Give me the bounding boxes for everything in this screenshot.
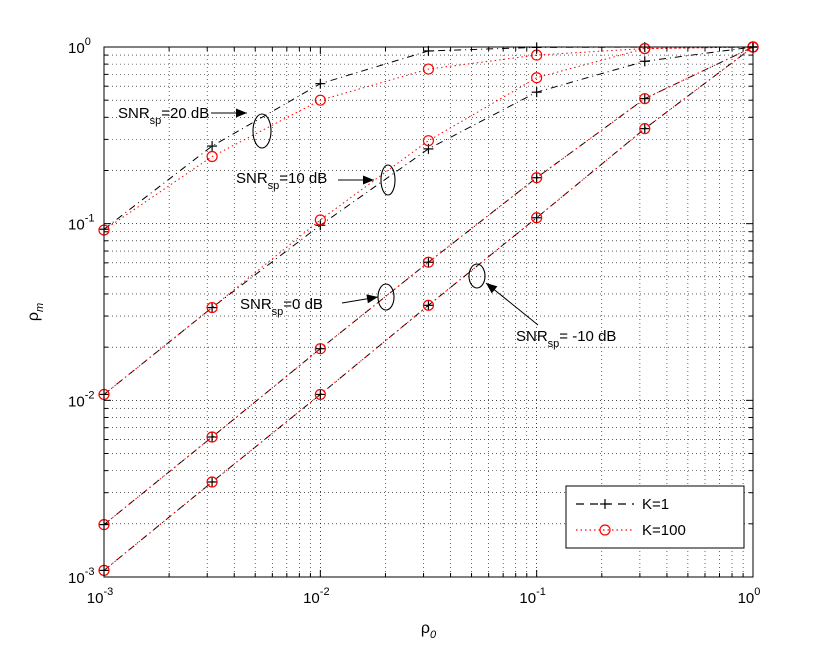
legend-box [565,485,745,549]
data-point-plus [639,56,650,67]
data-point-plus [531,87,542,98]
data-point-plus [315,78,326,89]
y-axis-label: ρm [25,303,46,321]
annotation-snrm10: SNRsp= -10 dB [468,263,616,350]
series-line [103,46,754,395]
data-point-plus [423,300,434,311]
axes-box [103,46,754,578]
y-tick-label: 10-2 [68,389,94,410]
data-point-circle [314,388,326,401]
y-tick-label: 10-1 [68,213,94,234]
data-point-plus [315,389,326,400]
y-tick-label: 10-3 [68,566,94,587]
data-point-circle [314,214,326,226]
x-tick-label: 10-2 [303,586,329,607]
data-point-plus [531,212,542,223]
y-tick-label: 100 [68,36,91,57]
annotation-label: SNRsp=20 dB [118,105,209,127]
annotation-snr20: SNRsp=20 dB [118,105,272,149]
annotation-label: SNRsp=0 dB [240,296,323,318]
data-point-plus [639,93,650,104]
data-point-plus [207,432,218,443]
x-tick-label: 10-1 [519,586,545,607]
x-axis-label: ρ0 [421,620,437,641]
data-point-circle [531,72,543,84]
data-point-circle [206,431,218,443]
data-point-circle [314,343,326,355]
data-point-circle [206,150,218,163]
annotation-label: SNRsp=10 dB [236,170,327,192]
annotation-ellipse [468,263,486,289]
data-point-plus [207,302,218,313]
legend-label: K=1 [642,496,669,513]
annotation-snr0: SNRsp=0 dB [240,283,395,318]
data-point-plus [600,499,610,509]
data-point-plus [639,123,650,134]
x-tick-label: 100 [738,586,761,607]
x-tick-label: 10-3 [87,586,113,607]
data-point-plus [315,343,326,354]
data-point-circle [206,301,218,314]
legend-entry-k-1: K=1 [576,496,669,513]
annotation-arrow-head [486,283,498,294]
annotation-arrow-head [363,175,374,185]
legend: K=1 K=100 [565,485,745,549]
data-point-plus [207,476,218,487]
data-point-circle [422,135,435,147]
legend-entry-k-100: K=100 [576,522,686,539]
data-point-circle [422,63,435,75]
annotation-arrow-line [485,282,539,326]
data-point-circle [531,172,543,184]
series-line [103,46,754,231]
annotation-arrow-head [366,294,378,304]
data-point-circle [599,524,611,536]
annotation-arrow-head [236,108,247,118]
data-point-circle [639,123,651,135]
data-point-circle [422,256,435,268]
annotations: SNRsp=20 dB SNRsp=10 dB SNRsp=0 dB SNRsp= -… [118,105,616,350]
data-point-circle [639,93,651,105]
annotation-snr10: SNRsp=10 dB [236,164,396,196]
data-point-circle [314,94,326,106]
data-point-circle [206,476,218,488]
data-point-circle [422,299,435,311]
axis-ticks: 10-3 10-2 10-1 100 10-3 10-2 10-1 100 [68,36,760,607]
annotation-ellipse [377,283,395,311]
legend-label: K=100 [642,522,686,539]
series-line [103,46,754,395]
data-point-plus [423,45,434,56]
annotation-ellipse [252,113,272,149]
data-point-plus [531,172,542,183]
data-point-circle [531,212,543,224]
data-point-plus [207,141,218,152]
annotation-ellipse [380,164,396,196]
annotation-label: SNRsp= -10 dB [516,328,616,350]
data-point-plus [423,257,434,268]
